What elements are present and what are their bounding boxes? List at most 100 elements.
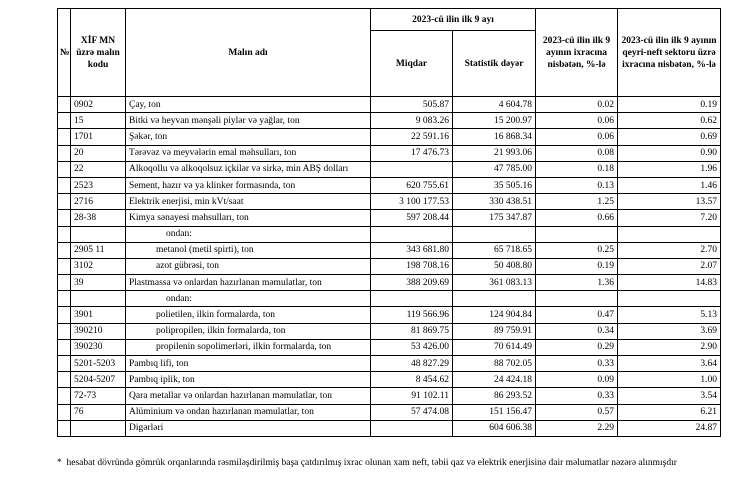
cell-number [57,371,71,389]
cell-value: 89 759.91 [451,322,537,340]
cell-share-non-oil: 3.64 [617,354,722,373]
cell-quantity: 8 454.62 [370,371,453,389]
table-row: 390230 propilenin sopolimerləri, ilkin fo… [57,338,722,357]
table-row: 2716 Elektrik enerjisi, min kVt/saat 3 100… [57,193,722,211]
cell-share-non-oil: 24.87 [617,419,722,437]
cell-share-total: 0.19 [535,257,619,276]
cell-number [57,225,71,243]
table-row: 2905 11 metanol (metil spirti), ton 343 68… [57,241,722,259]
table-row: ondan: [57,225,722,243]
cell-code: 76 [70,403,126,421]
table-row: 5204-5207 Pambıq iplik, ton 8 454.62 24 424… [57,371,722,389]
cell-value: 50 408.80 [451,257,537,276]
cell-share-total: 0.06 [535,128,619,146]
cell-share-non-oil: 2.07 [617,257,722,276]
header-share-non-oil: 2023-cü ilin ilk 9 ayının qeyri-neft sek… [617,8,722,97]
cell-code: 39 [70,274,126,292]
cell-code [70,419,126,437]
cell-share-total: 1.25 [535,193,619,211]
table-row: 22 Alkoqollu və alkoqolsuz içkilər və sir… [57,160,722,178]
cell-share-total: 0.66 [535,209,619,227]
cell-quantity: 91 102.11 [370,387,453,405]
table-body: 0902 Çay, ton 505.87 4 604.78 0.02 0.19 15 Bitk… [57,95,722,437]
cell-quantity [370,225,453,243]
cell-name: Pambıq lifi, ton [125,354,371,373]
cell-share-non-oil: 3.54 [617,387,722,405]
cell-code: 3102 [70,257,126,276]
cell-code: 5201-5203 [70,354,126,373]
cell-number [57,274,71,292]
cell-value: 47 785.00 [451,160,537,178]
cell-share-total [535,225,619,243]
header-number: № [57,8,71,97]
cell-number [57,241,71,259]
cell-quantity: 81 869.75 [370,322,453,340]
cell-quantity: 22 591.16 [370,128,453,146]
cell-quantity: 119 566.96 [370,306,453,324]
cell-value: 86 293.52 [451,387,537,405]
cell-value: 16 868.34 [451,128,537,146]
header-quantity: Miqdar [370,30,453,97]
cell-code: 3901 [70,306,126,324]
cell-number [57,306,71,324]
table-row: Digərləri 604 606.38 2.29 24.87 [57,419,722,437]
cell-quantity: 620 755.61 [370,176,453,195]
cell-share-total: 0.13 [535,176,619,195]
cell-code [70,225,126,243]
cell-value: 4 604.78 [451,95,537,114]
cell-name: Elektrik enerjisi, min kVt/saat [125,193,371,211]
table-row: 3901 polietilen, ilkin formalarda, ton 119… [57,306,722,324]
cell-share-total: 0.33 [535,387,619,405]
cell-number [57,144,71,162]
cell-share-non-oil [617,225,722,243]
cell-quantity: 17 476.73 [370,144,453,162]
cell-quantity: 9 083.26 [370,112,453,130]
cell-name: ondan: [125,290,371,308]
cell-code: 1701 [70,128,126,146]
cell-name: Alkoqollu və alkoqolsuz içkilər və sirkə… [125,160,371,178]
cell-share-non-oil: 14.83 [617,274,722,292]
cell-code: 2523 [70,176,126,195]
cell-code: 15 [70,112,126,130]
cell-name: Çay, ton [125,95,371,114]
cell-share-total: 0.06 [535,112,619,130]
cell-quantity: 343 681.80 [370,241,453,259]
cell-code: 0902 [70,95,126,114]
cell-name: Şəkər, ton [125,128,371,146]
cell-share-non-oil: 2.90 [617,338,722,357]
cell-number [57,354,71,373]
cell-share-non-oil: 6.21 [617,403,722,421]
cell-value: 330 438.51 [451,193,537,211]
table-row: 72-73 Qara metallar və onlardan hazırlana… [57,387,722,405]
cell-number [57,322,71,340]
cell-value: 175 347.87 [451,209,537,227]
cell-code: 22 [70,160,126,178]
cell-code: 390210 [70,322,126,340]
cell-quantity: 198 708.16 [370,257,453,276]
cell-share-total [535,290,619,308]
cell-quantity [370,290,453,308]
cell-share-total: 0.02 [535,95,619,114]
cell-number [57,387,71,405]
header-code: XİF MN üzrə malın kodu [70,8,126,97]
export-table: № XİF MN üzrə malın kodu Malın adı 2023-… [57,8,722,437]
cell-value: 35 505.16 [451,176,537,195]
cell-share-total: 0.08 [535,144,619,162]
cell-name: polipropilen, ilkin formalarda, ton [125,322,371,340]
cell-share-total: 0.34 [535,322,619,340]
cell-share-non-oil: 0.62 [617,112,722,130]
cell-value: 604 606.38 [451,419,537,437]
cell-share-total: 0.18 [535,160,619,178]
cell-value: 70 614.49 [451,338,537,357]
cell-number [57,112,71,130]
cell-quantity: 53 426.00 [370,338,453,357]
table-row: 5201-5203 Pambıq lifi, ton 48 827.29 88 702… [57,354,722,373]
cell-number [57,160,71,178]
table-row: 390210 polipropilen, ilkin formalarda, to… [57,322,722,340]
cell-name: Qara metallar və onlardan hazırlanan məm… [125,387,371,405]
cell-value [451,290,537,308]
cell-share-non-oil: 0.19 [617,95,722,114]
cell-name: Bitki və heyvan mənşəli piylər və yağlar… [125,112,371,130]
cell-share-total: 0.25 [535,241,619,259]
cell-name: polietilen, ilkin formalarda, ton [125,306,371,324]
